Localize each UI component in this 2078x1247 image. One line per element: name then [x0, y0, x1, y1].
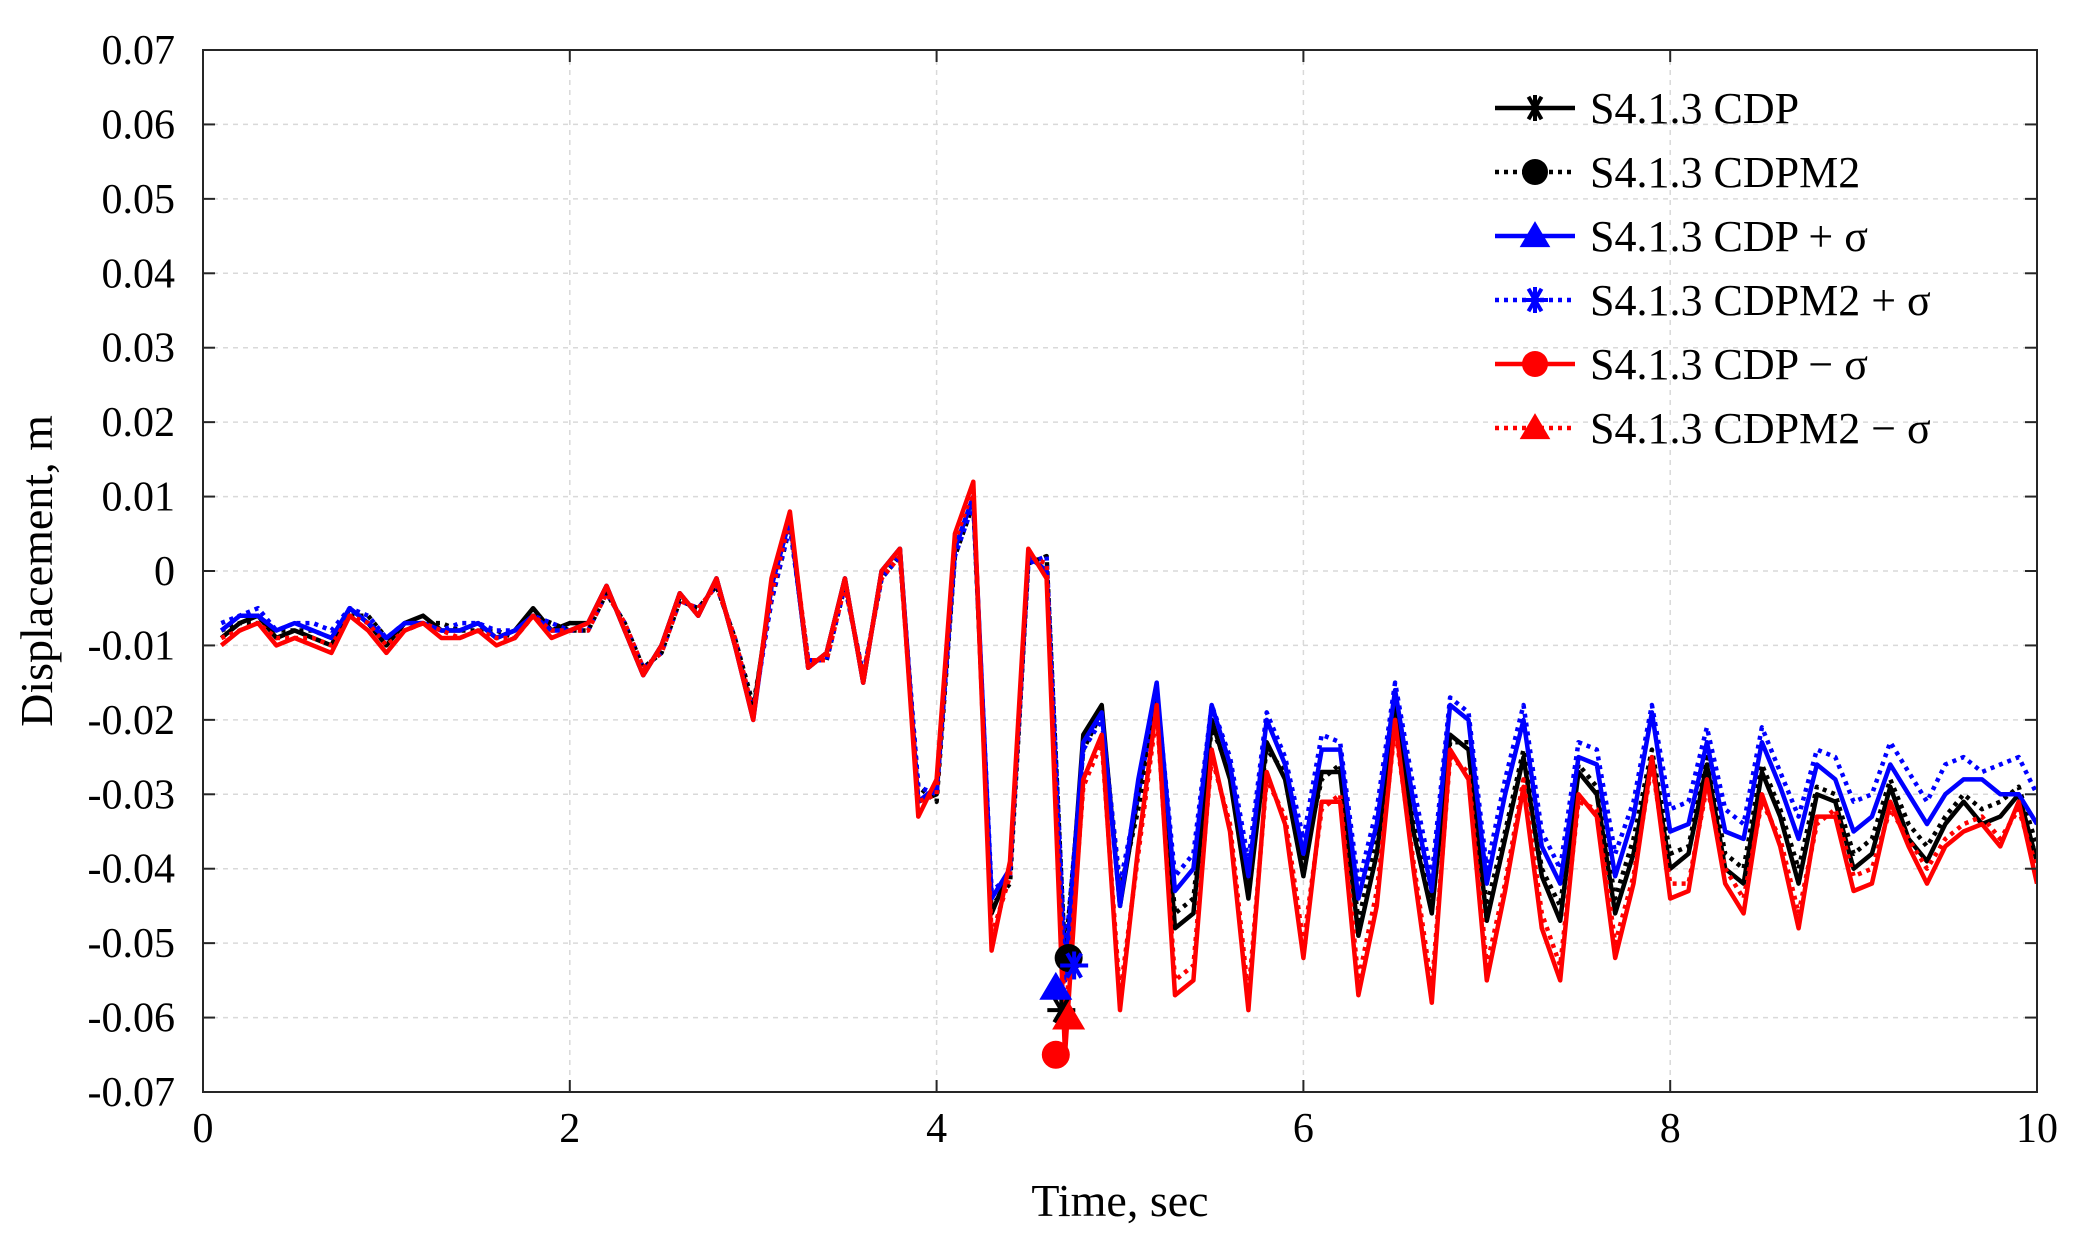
y-tick-label: -0.04	[88, 847, 176, 893]
legend-item: S4.1.3 CDP − σ	[1495, 340, 1868, 389]
legend-item: S4.1.3 CDPM2 − σ	[1495, 404, 1931, 453]
legend-swatch-marker	[1519, 221, 1551, 248]
y-tick-label: -0.02	[88, 698, 176, 744]
x-tick-label: 10	[2016, 1106, 2058, 1152]
legend-swatch-marker	[1522, 351, 1548, 377]
grid	[203, 50, 2037, 1092]
y-tick-label: 0.07	[102, 28, 176, 74]
y-axis-ticks: 0.07 0.06 0.05 0.04 0.03 0.02 0.01 0 -0.01 -0.02 -…	[88, 28, 2037, 1116]
series-line-5	[220, 486, 2037, 1028]
legend-item: S4.1.3 CDP	[1495, 84, 1799, 133]
y-tick-label: 0.05	[102, 177, 176, 223]
x-tick-label: 2	[559, 1106, 580, 1152]
y-tick-label: 0.06	[102, 102, 176, 148]
legend-label: S4.1.3 CDPM2	[1590, 148, 1860, 197]
legend-label: S4.1.3 CDPM2 − σ	[1590, 404, 1931, 453]
y-tick-label: -0.06	[88, 996, 176, 1042]
x-tick-label: 4	[926, 1106, 947, 1152]
legend-item: S4.1.3 CDP + σ	[1495, 212, 1868, 261]
legend-item: S4.1.3 CDPM2	[1495, 148, 1860, 197]
legend-label: S4.1.3 CDP + σ	[1590, 212, 1868, 261]
x-tick-label: 6	[1293, 1106, 1314, 1152]
y-tick-label: -0.07	[88, 1070, 176, 1116]
series-end-markers	[1039, 944, 1089, 1069]
y-tick-label: -0.03	[88, 772, 176, 818]
end-marker-5	[1052, 1001, 1086, 1030]
x-tick-label: 0	[193, 1106, 214, 1152]
series-lines	[219, 479, 2037, 1058]
y-tick-label: 0.01	[102, 475, 176, 521]
y-tick-label: 0.04	[102, 251, 176, 297]
legend: S4.1.3 CDP S4.1.3 CDPM2 S4.1.3 CDP + σ S4.1…	[1495, 84, 1931, 453]
y-tick-label: 0	[154, 549, 175, 595]
x-tick-label: 8	[1660, 1106, 1681, 1152]
end-marker-3	[1060, 951, 1089, 980]
legend-label: S4.1.3 CDPM2 + σ	[1590, 276, 1931, 325]
y-axis-label: Displacement, m	[11, 415, 62, 727]
end-marker-4	[1041, 1040, 1070, 1069]
legend-swatch-marker	[1522, 95, 1548, 121]
legend-swatch-marker	[1522, 159, 1548, 185]
x-axis-label: Time, sec	[1031, 1175, 1208, 1226]
y-tick-label: 0.02	[102, 400, 176, 446]
series-line-3	[220, 501, 2037, 961]
legend-item: S4.1.3 CDPM2 + σ	[1495, 276, 1931, 325]
y-tick-label: 0.03	[102, 326, 176, 372]
y-tick-label: -0.01	[88, 623, 176, 669]
legend-label: S4.1.3 CDP − σ	[1590, 340, 1868, 389]
series-line-4	[219, 479, 2037, 1058]
x-axis-ticks: 0 2 4 6 8 10	[193, 50, 2058, 1152]
legend-swatch-marker	[1522, 287, 1548, 313]
end-marker-2	[1039, 971, 1073, 1000]
legend-label: S4.1.3 CDP	[1590, 84, 1799, 133]
legend-swatch-marker	[1519, 413, 1551, 440]
y-tick-label: -0.05	[88, 921, 176, 967]
